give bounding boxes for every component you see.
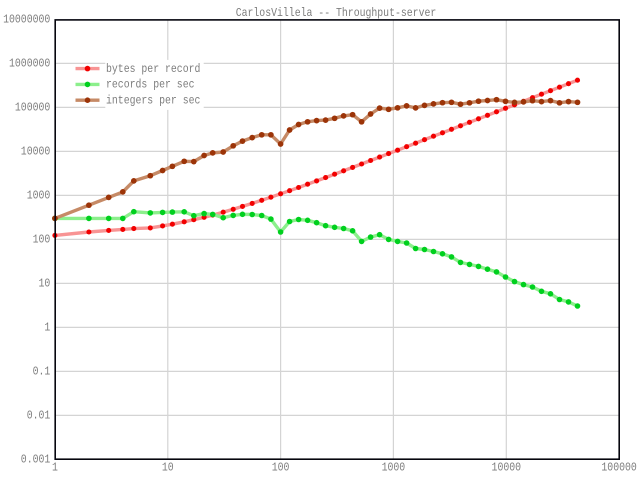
- svg-text:0.01: 0.01: [27, 409, 51, 423]
- svg-text:1: 1: [44, 321, 50, 335]
- svg-text:bytes per record: bytes per record: [106, 62, 200, 76]
- svg-text:0.001: 0.001: [21, 453, 51, 467]
- svg-text:10000: 10000: [492, 461, 522, 475]
- svg-text:100: 100: [33, 233, 51, 247]
- svg-text:integers per sec: integers per sec: [106, 93, 200, 107]
- svg-text:10000: 10000: [21, 145, 51, 159]
- svg-text:1000000: 1000000: [9, 57, 50, 71]
- svg-text:100: 100: [272, 461, 290, 475]
- svg-text:10: 10: [162, 461, 174, 475]
- svg-text:100000: 100000: [15, 101, 50, 115]
- svg-text:10000000: 10000000: [3, 13, 50, 27]
- svg-text:CarlosVillela -- Throughput-se: CarlosVillela -- Throughput-server: [236, 6, 437, 20]
- svg-text:records per sec: records per sec: [106, 78, 195, 92]
- svg-text:1000: 1000: [27, 189, 51, 203]
- svg-text:10: 10: [39, 277, 51, 291]
- svg-text:100000: 100000: [601, 461, 636, 475]
- svg-text:1000: 1000: [382, 461, 406, 475]
- svg-text:1: 1: [52, 461, 58, 475]
- svg-text:0.1: 0.1: [33, 365, 51, 379]
